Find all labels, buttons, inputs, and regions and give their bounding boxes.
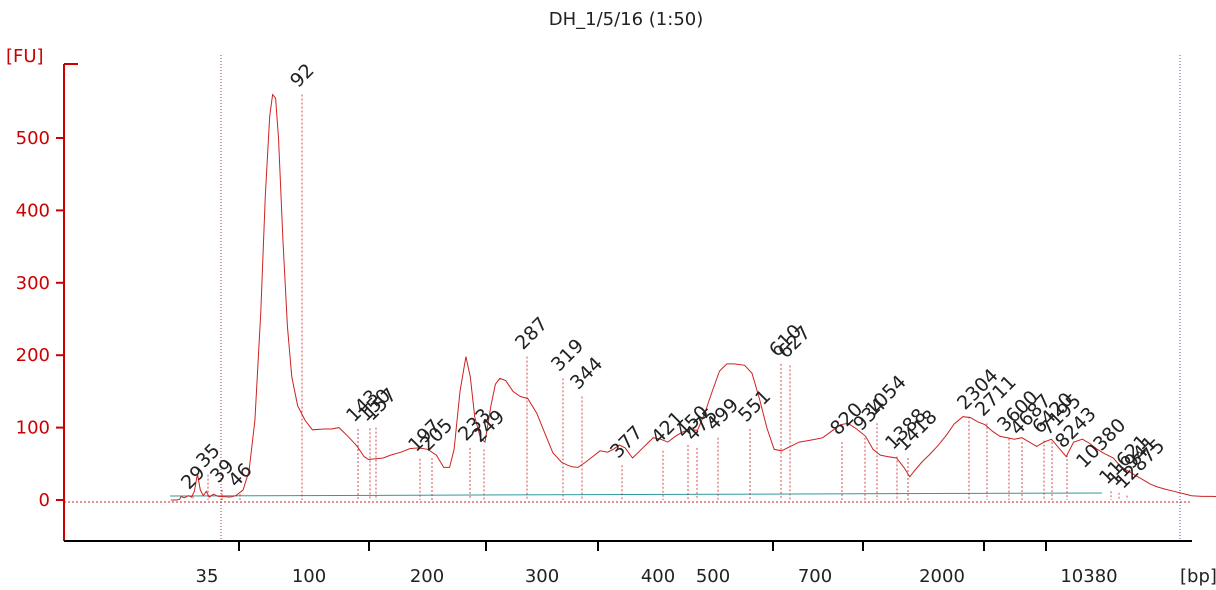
peak-label: 551 bbox=[734, 385, 775, 426]
y-tick-label: 300 bbox=[16, 273, 50, 294]
x-tick-label: 400 bbox=[641, 566, 675, 587]
x-tick-label: 35 bbox=[196, 566, 219, 587]
x-tick-label: 200 bbox=[410, 566, 444, 587]
x-ticks: 35 100 200 300 400 500 700 2000 10380 bbox=[196, 541, 1118, 587]
peak-droplines bbox=[192, 94, 1128, 500]
marker-lines bbox=[220, 55, 1181, 541]
y-axis-label: [FU] bbox=[6, 46, 44, 67]
x-tick-label: 700 bbox=[798, 566, 832, 587]
x-tick-label: 500 bbox=[696, 566, 730, 587]
y-ticks: 0 100 200 300 400 500 bbox=[16, 128, 64, 511]
y-tick-label: 0 bbox=[39, 490, 50, 511]
x-tick-label: 300 bbox=[525, 566, 559, 587]
x-tick-label: 10380 bbox=[1060, 566, 1117, 587]
y-tick-label: 100 bbox=[16, 418, 50, 439]
y-tick-label: 500 bbox=[16, 128, 50, 149]
y-tick-label: 200 bbox=[16, 345, 50, 366]
chart-title: DH_1/5/16 (1:50) bbox=[549, 9, 704, 30]
peak-label: 377 bbox=[606, 422, 647, 463]
axes bbox=[63, 63, 1192, 542]
x-tick-label: 2000 bbox=[919, 566, 965, 587]
x-tick-label: 100 bbox=[292, 566, 326, 587]
baseline-line bbox=[169, 492, 1103, 497]
x-axis-label: [bp] bbox=[1180, 566, 1216, 587]
electropherogram-trace bbox=[170, 93, 1216, 501]
baseline-layer bbox=[64, 492, 1192, 503]
trace-layer bbox=[170, 93, 1216, 501]
peak-label: 287 bbox=[511, 313, 552, 354]
y-tick-label: 400 bbox=[16, 200, 50, 221]
peak-label: 92 bbox=[286, 59, 319, 92]
